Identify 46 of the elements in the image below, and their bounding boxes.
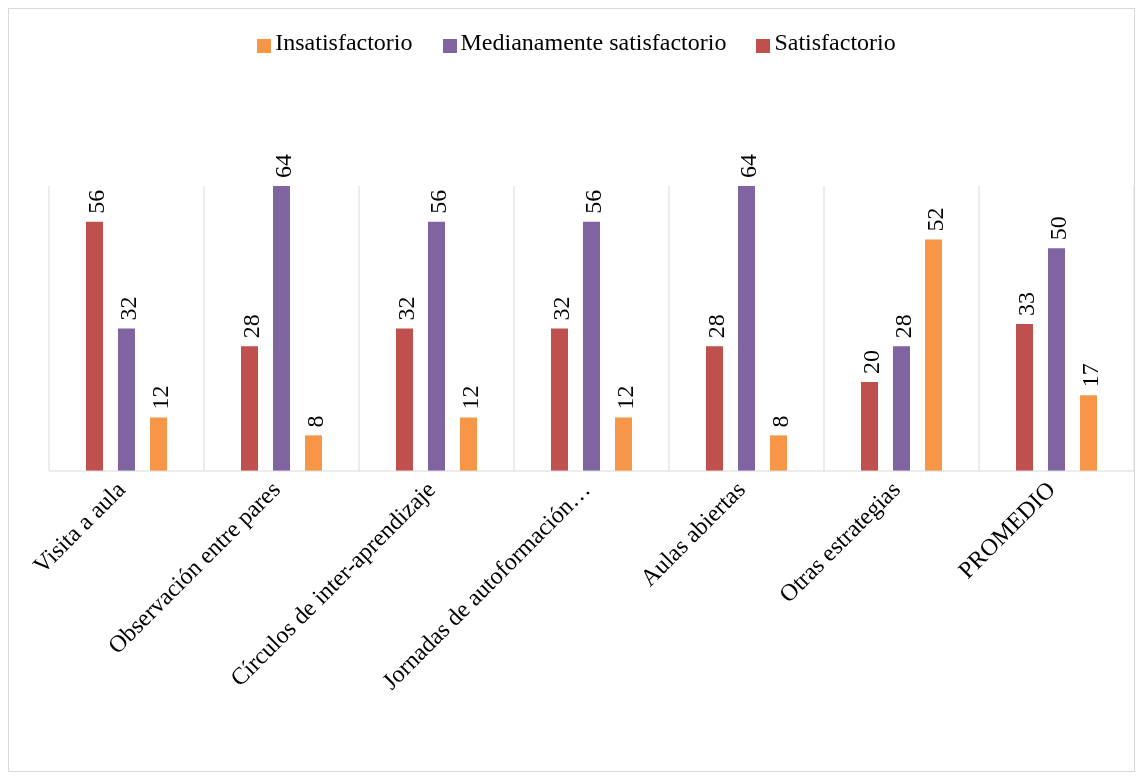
data-label: 12	[456, 385, 483, 410]
data-label: 8	[301, 415, 328, 428]
bar	[428, 221, 445, 471]
bar	[1080, 395, 1097, 471]
data-label: 50	[1044, 216, 1071, 241]
data-label: 32	[547, 296, 574, 321]
bar	[460, 417, 477, 471]
data-label: 12	[611, 385, 638, 410]
bar	[1048, 248, 1065, 471]
data-label: 64	[269, 154, 296, 178]
data-label: 56	[82, 189, 109, 214]
data-label: 17	[1076, 363, 1103, 388]
bar	[241, 346, 258, 471]
data-label: 64	[734, 154, 761, 178]
data-label: 52	[921, 207, 948, 232]
data-label: 32	[114, 296, 141, 321]
bar	[273, 186, 290, 471]
data-label: 56	[424, 189, 451, 214]
bar	[86, 221, 103, 471]
data-label: 33	[1012, 292, 1039, 317]
data-label: 12	[146, 385, 173, 410]
data-label: 28	[702, 314, 729, 339]
data-label: 8	[766, 415, 793, 428]
data-label: 20	[857, 349, 884, 374]
legend-label: Satisfactorio	[774, 29, 896, 55]
bar	[738, 186, 755, 471]
bar	[551, 328, 568, 471]
data-label: 32	[392, 296, 419, 321]
bar	[925, 239, 942, 471]
bar	[770, 435, 787, 471]
bar	[861, 381, 878, 471]
data-label: 28	[889, 314, 916, 339]
legend-label: Medianamente satisfactorio	[460, 29, 727, 55]
bar	[305, 435, 322, 471]
bar	[1016, 324, 1033, 471]
bar	[615, 417, 632, 471]
bar	[706, 346, 723, 471]
data-label: 56	[579, 189, 606, 214]
bar	[150, 417, 167, 471]
bar	[583, 221, 600, 471]
bar	[118, 328, 135, 471]
data-label: 28	[237, 314, 264, 339]
x-tick-label: Visita a aula	[27, 475, 131, 579]
bar	[396, 328, 413, 471]
legend-label: Insatisfactorio	[275, 29, 413, 55]
bar	[893, 346, 910, 471]
